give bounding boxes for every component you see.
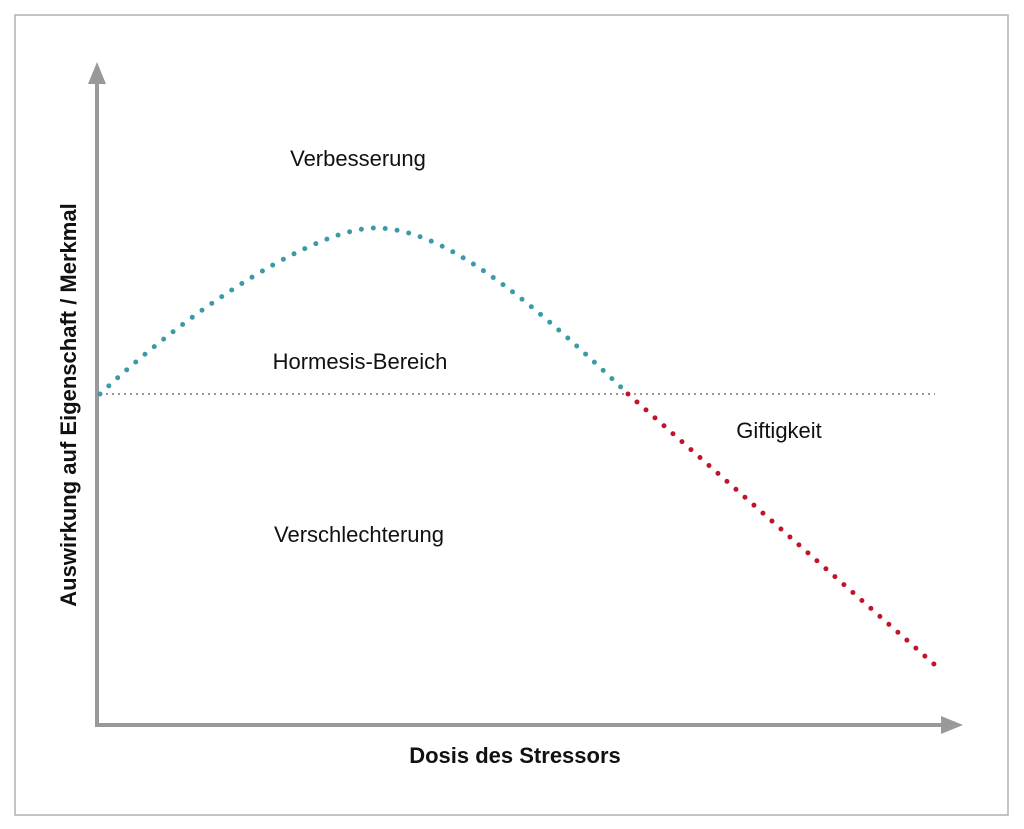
region-label: Verschlechterung bbox=[274, 522, 444, 547]
hormesis-curve bbox=[97, 225, 631, 397]
toxicity-curve bbox=[625, 391, 938, 668]
y-axis-arrow bbox=[88, 62, 106, 84]
y-axis-label: Auswirkung auf Eigenschaft / Merkmal bbox=[56, 203, 81, 606]
frame bbox=[14, 14, 1009, 816]
x-axis-label: Dosis des Stressors bbox=[409, 743, 621, 768]
region-label: Verbesserung bbox=[290, 146, 426, 171]
x-axis-arrow bbox=[941, 716, 963, 734]
region-label: Hormesis-Bereich bbox=[273, 349, 448, 374]
region-label: Giftigkeit bbox=[736, 418, 822, 443]
